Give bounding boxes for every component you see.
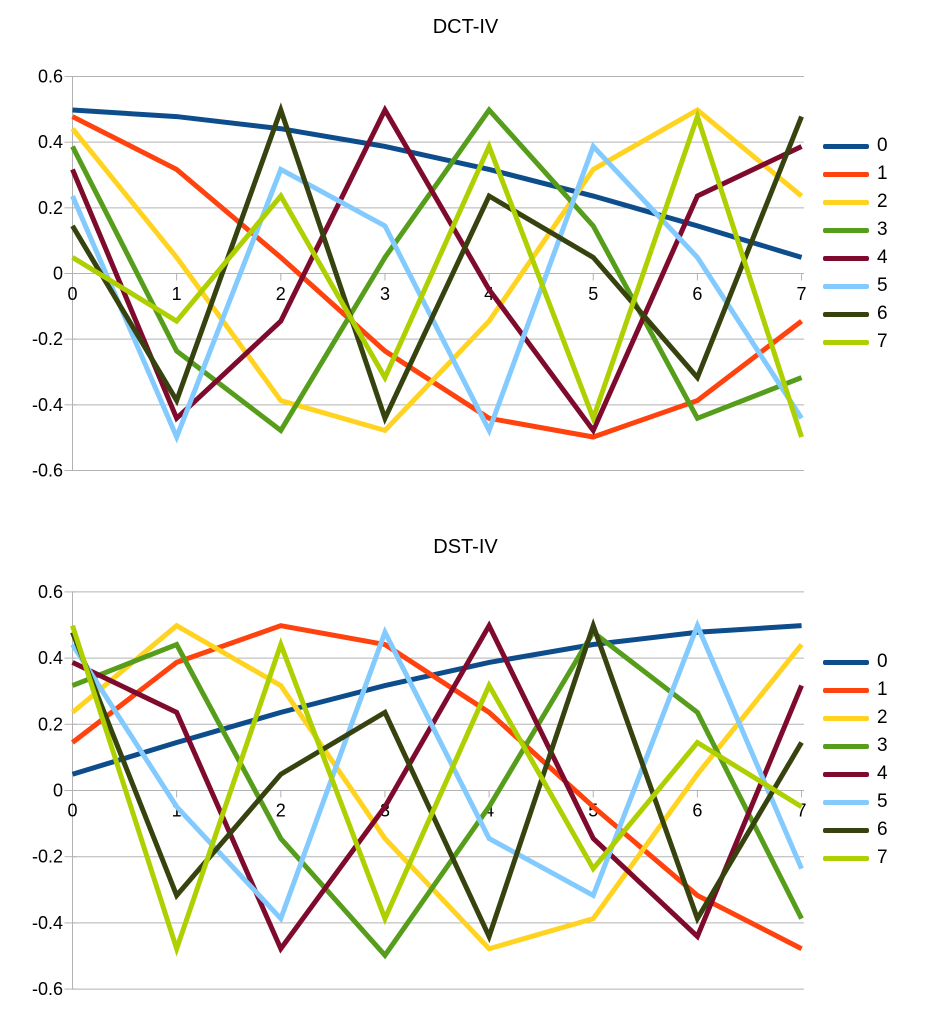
x-tick-label: 6 xyxy=(692,284,702,304)
legend-item: 0 xyxy=(823,132,888,160)
x-tick-label: 0 xyxy=(67,284,77,304)
legend-swatch-series-2 xyxy=(823,715,869,721)
legend-swatch-series-1 xyxy=(823,171,869,177)
legend-label: 3 xyxy=(877,219,888,240)
legend-swatch-series-6 xyxy=(823,311,869,317)
y-tick-label: -0.2 xyxy=(32,329,63,349)
y-tick-label: -0.6 xyxy=(32,460,63,480)
chart-title-dst-iv: DST-IV xyxy=(433,536,498,558)
legend-swatch-series-0 xyxy=(823,143,869,149)
series-line-0 xyxy=(72,107,803,260)
y-tick-label: -0.4 xyxy=(32,395,63,415)
series-line-2 xyxy=(70,622,804,952)
legend-label: 4 xyxy=(877,247,888,268)
legend-item: 5 xyxy=(823,272,888,300)
y-tick-label: -0.2 xyxy=(32,847,63,867)
legend-label: 5 xyxy=(877,275,888,296)
legend-label: 1 xyxy=(877,679,888,700)
legend-swatch-series-7 xyxy=(823,339,869,345)
legend-dct-iv: 0 1 2 3 4 5 6 7 xyxy=(823,132,888,356)
x-tick-label: 0 xyxy=(67,801,77,821)
x-tick-label: 1 xyxy=(172,284,182,304)
legend-swatch-series-2 xyxy=(823,199,869,205)
chart-title-dct-iv: DCT-IV xyxy=(432,16,499,38)
series-line-5 xyxy=(70,619,804,924)
x-tick-label: 2 xyxy=(276,284,286,304)
x-tick-label: 7 xyxy=(797,801,807,821)
legend-item: 1 xyxy=(823,160,888,188)
legend-item: 4 xyxy=(823,760,888,788)
legend-swatch-series-5 xyxy=(823,799,869,805)
legend-label: 3 xyxy=(877,735,888,756)
legend-item: 6 xyxy=(823,300,888,328)
x-tick-label: 5 xyxy=(588,801,598,821)
x-tick-label: 1 xyxy=(172,801,182,821)
legend-label: 6 xyxy=(877,819,888,840)
legend-item: 3 xyxy=(823,216,888,244)
x-tick-label: 5 xyxy=(588,284,598,304)
legend-item: 1 xyxy=(823,676,888,704)
y-tick-label: 0.6 xyxy=(38,582,63,602)
y-tick-label: 0 xyxy=(53,781,63,801)
x-tick-label: 3 xyxy=(380,284,390,304)
x-tick-label: 4 xyxy=(484,284,494,304)
series-line-4 xyxy=(71,620,804,954)
series-line-6 xyxy=(70,618,804,944)
series-line-6 xyxy=(70,102,804,425)
legend-swatch-series-7 xyxy=(823,855,869,861)
legend-item: 4 xyxy=(823,244,888,272)
legend-label: 7 xyxy=(877,331,888,352)
legend-label: 7 xyxy=(877,847,888,868)
legend-item: 3 xyxy=(823,732,888,760)
x-tick-label: 6 xyxy=(692,801,702,821)
y-tick-label: 0.2 xyxy=(38,714,63,734)
legend-label: 2 xyxy=(877,191,888,212)
legend-item: 2 xyxy=(823,704,888,732)
y-tick-label: 0 xyxy=(53,264,63,284)
series-line-1 xyxy=(71,114,804,440)
series-line-4 xyxy=(70,104,803,436)
y-tick-label: 0.2 xyxy=(38,198,63,218)
legend-swatch-series-6 xyxy=(823,827,869,833)
legend-label: 4 xyxy=(877,763,888,784)
legend-label: 0 xyxy=(877,135,888,156)
legend-label: 0 xyxy=(877,651,888,672)
series-line-3 xyxy=(71,628,804,960)
legend-swatch-series-4 xyxy=(823,771,869,777)
legend-item: 5 xyxy=(823,788,888,816)
y-tick-label: -0.6 xyxy=(32,979,63,999)
legend-swatch-series-3 xyxy=(823,227,869,233)
legend-swatch-series-4 xyxy=(823,255,869,261)
legend-dst-iv: 0 1 2 3 4 5 6 7 xyxy=(823,648,888,872)
legend-label: 1 xyxy=(877,163,888,184)
series-line-0 xyxy=(71,623,802,777)
legend-item: 2 xyxy=(823,188,888,216)
legend-item: 7 xyxy=(823,328,888,356)
series-line-2 xyxy=(70,106,804,434)
legend-item: 0 xyxy=(823,648,888,676)
legend-item: 6 xyxy=(823,816,888,844)
y-tick-label: 0.4 xyxy=(38,648,63,668)
legend-label: 2 xyxy=(877,707,888,728)
legend-label: 6 xyxy=(877,303,888,324)
y-tick-label: 0.6 xyxy=(38,67,63,87)
x-tick-label: 2 xyxy=(276,801,286,821)
series-line-7 xyxy=(71,108,804,438)
legend-item: 7 xyxy=(823,844,888,872)
series-line-7 xyxy=(70,624,803,957)
legend-swatch-series-3 xyxy=(823,743,869,749)
series-line-5 xyxy=(70,141,804,444)
y-tick-label: -0.4 xyxy=(32,913,63,933)
y-tick-label: 0.4 xyxy=(38,132,63,152)
legend-swatch-series-5 xyxy=(823,283,869,289)
legend-swatch-series-0 xyxy=(823,659,869,665)
series-line-1 xyxy=(70,623,803,951)
series-line-3 xyxy=(70,106,803,435)
legend-swatch-series-1 xyxy=(823,687,869,693)
legend-label: 5 xyxy=(877,791,888,812)
x-tick-label: 7 xyxy=(797,284,807,304)
